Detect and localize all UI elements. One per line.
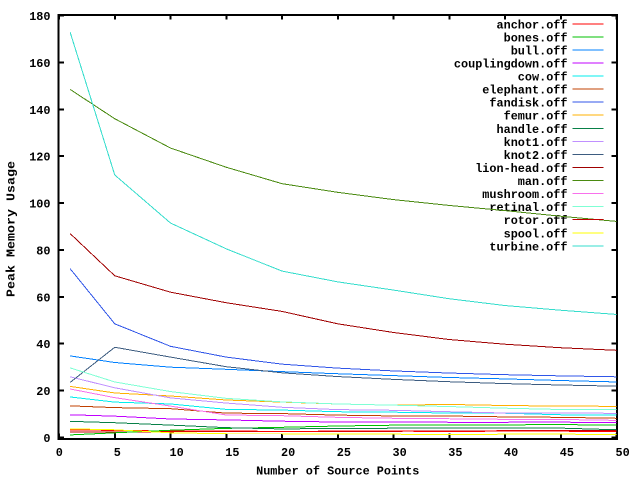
svg-text:femur.off: femur.off [504, 110, 568, 124]
svg-text:Peak Memory Usage: Peak Memory Usage [5, 161, 19, 297]
svg-text:anchor.off: anchor.off [497, 18, 568, 32]
svg-text:rotor.off: rotor.off [504, 214, 568, 228]
svg-text:35: 35 [448, 446, 462, 460]
svg-text:100: 100 [29, 198, 50, 212]
svg-text:160: 160 [29, 57, 50, 71]
svg-text:40: 40 [504, 446, 518, 460]
svg-text:retinal.off: retinal.off [489, 201, 567, 215]
svg-text:120: 120 [29, 151, 50, 165]
svg-text:10: 10 [170, 446, 184, 460]
svg-text:Number of Source Points: Number of Source Points [256, 465, 419, 479]
svg-text:mushroom.off: mushroom.off [482, 188, 567, 202]
svg-text:60: 60 [36, 291, 50, 305]
svg-text:5: 5 [114, 446, 121, 460]
svg-text:knot1.off: knot1.off [504, 136, 568, 150]
svg-text:handle.off: handle.off [497, 123, 568, 137]
svg-text:25: 25 [337, 446, 351, 460]
svg-text:140: 140 [29, 104, 50, 118]
svg-text:bones.off: bones.off [504, 31, 568, 45]
svg-text:0: 0 [56, 446, 63, 460]
svg-text:30: 30 [393, 446, 407, 460]
svg-text:cow.off: cow.off [518, 71, 568, 85]
svg-text:man.off: man.off [518, 175, 568, 189]
svg-text:180: 180 [29, 10, 50, 24]
svg-text:fandisk.off: fandisk.off [489, 97, 567, 111]
svg-text:20: 20 [281, 446, 295, 460]
svg-text:lion-head.off: lion-head.off [475, 162, 567, 176]
svg-text:80: 80 [36, 244, 50, 258]
svg-text:0: 0 [43, 432, 50, 446]
svg-text:50: 50 [616, 446, 630, 460]
svg-text:20: 20 [36, 385, 50, 399]
svg-text:knot2.off: knot2.off [504, 149, 568, 163]
svg-text:bull.off: bull.off [511, 44, 568, 58]
svg-text:spool.off: spool.off [504, 227, 568, 241]
svg-text:elephant.off: elephant.off [482, 84, 567, 98]
svg-text:15: 15 [225, 446, 239, 460]
svg-text:40: 40 [36, 338, 50, 352]
svg-text:couplingdown.off: couplingdown.off [454, 57, 568, 71]
svg-text:turbine.off: turbine.off [489, 240, 567, 254]
svg-text:45: 45 [560, 446, 574, 460]
